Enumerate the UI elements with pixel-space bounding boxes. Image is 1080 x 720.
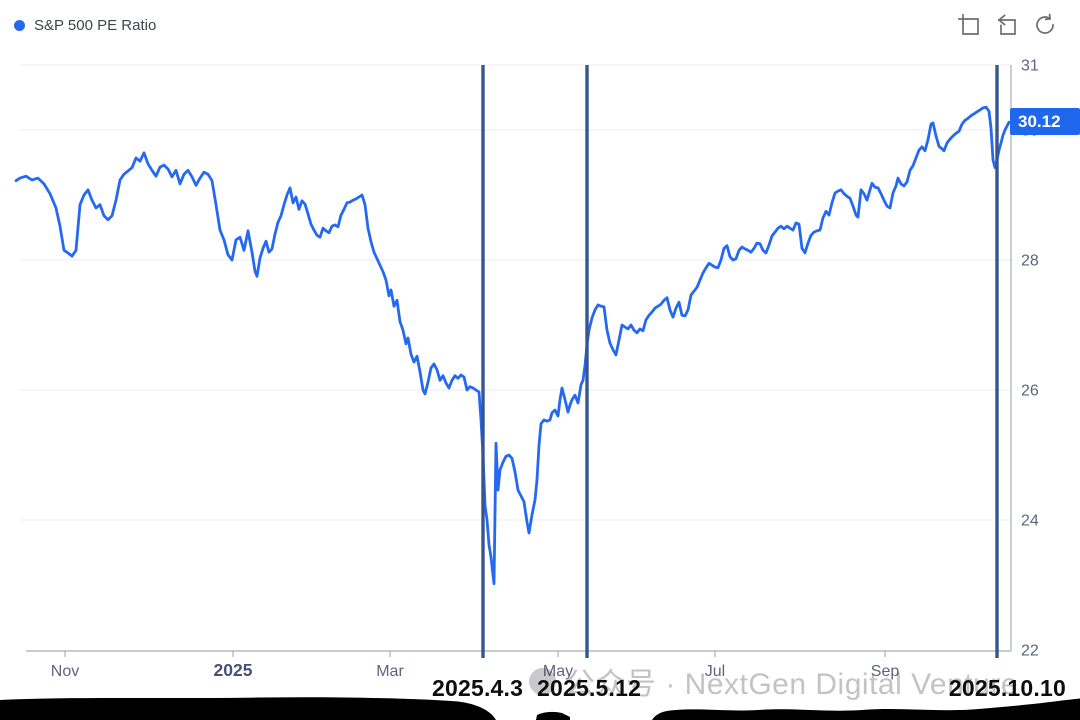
y-tick-label: 31 xyxy=(1021,58,1039,75)
event-date-label-1: 2025.4.3 xyxy=(432,675,524,701)
x-tick-label: Nov xyxy=(51,663,79,680)
event-date-label-3: 2025.10.10 xyxy=(948,675,1066,701)
legend-item-sp500-pe[interactable]: S&P 500 PE Ratio xyxy=(14,17,156,34)
x-tick-label: Mar xyxy=(376,663,404,680)
y-tick-label: 28 xyxy=(1021,253,1039,270)
x-tick-label: Jul xyxy=(705,663,725,680)
zoom-reset-icon[interactable] xyxy=(995,13,1019,37)
pe-ratio-line xyxy=(14,105,1011,586)
zoom-select-icon[interactable] xyxy=(957,13,981,37)
legend-label: S&P 500 PE Ratio xyxy=(34,17,157,34)
y-tick-label: 24 xyxy=(1021,513,1039,530)
legend-dot-icon xyxy=(14,20,25,31)
toolbox xyxy=(957,13,1057,37)
x-tick-label: 2025 xyxy=(214,660,253,680)
x-tick-label: Sep xyxy=(871,663,900,680)
refresh-icon[interactable] xyxy=(1033,13,1057,37)
current-value-badge: 30.12 xyxy=(1010,108,1080,135)
y-tick-label: 26 xyxy=(1021,383,1039,400)
event-date-label-2: 2025.5.12 xyxy=(537,675,642,701)
y-tick-label: 22 xyxy=(1021,643,1039,660)
